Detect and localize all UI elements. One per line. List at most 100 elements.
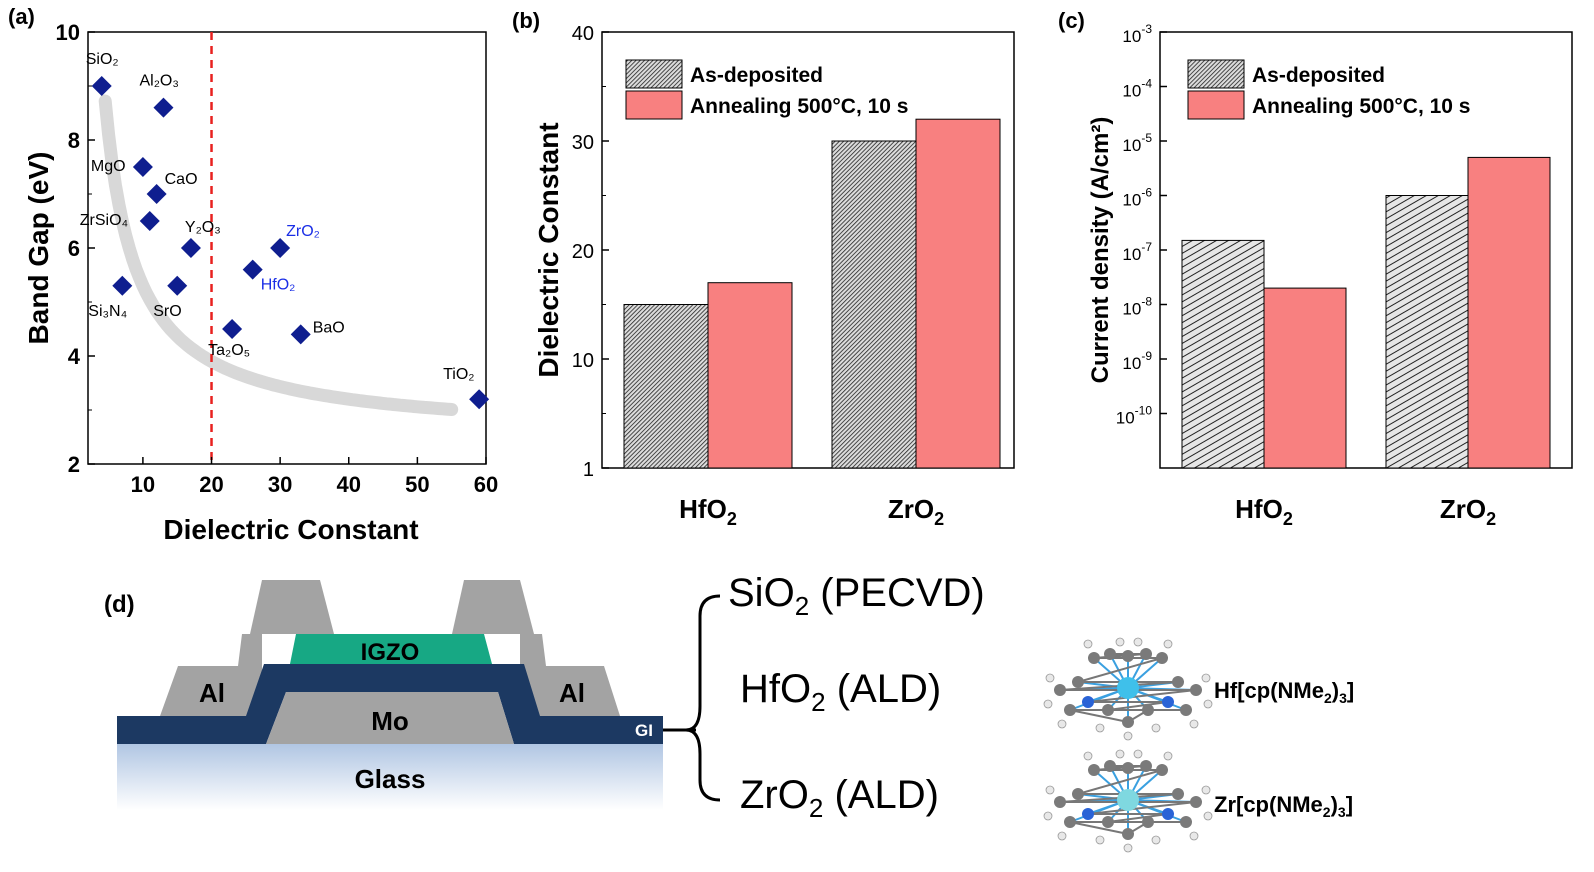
x-tick-label: 50 bbox=[405, 472, 429, 497]
data-point bbox=[242, 259, 263, 280]
data-point bbox=[270, 238, 291, 258]
y-axis-title: Current density (A/cm²) bbox=[1087, 117, 1114, 384]
glass-substrate bbox=[117, 742, 663, 810]
y-tick-label: 20 bbox=[572, 241, 594, 263]
atom-h bbox=[1095, 835, 1105, 845]
atom-c bbox=[1156, 652, 1168, 664]
atom-c bbox=[1064, 704, 1076, 716]
y-axis-title: Dielectric Constant bbox=[533, 122, 564, 377]
data-point-label: ZrO₂ bbox=[286, 223, 320, 240]
legend-swatch-as-deposited bbox=[625, 59, 683, 89]
y-tick-label: 10 bbox=[56, 20, 80, 45]
trend-band bbox=[98, 94, 459, 416]
glass-label: Glass bbox=[355, 764, 426, 794]
data-point-label: HfO₂ bbox=[261, 277, 296, 294]
y-tick-label: 4 bbox=[68, 344, 81, 369]
al-right-label: Al bbox=[559, 678, 585, 708]
atom-metal bbox=[1117, 677, 1139, 699]
panel-b-label: (b) bbox=[512, 8, 540, 33]
y-tick-label: 1 bbox=[583, 459, 594, 481]
data-point bbox=[180, 238, 201, 258]
y-tick-label: 8 bbox=[68, 128, 80, 153]
atom-c bbox=[1172, 676, 1184, 688]
atom-n bbox=[1162, 696, 1174, 708]
legend-swatch-as-deposited bbox=[1187, 59, 1245, 89]
al-left-label: Al bbox=[199, 678, 225, 708]
y-tick-label: 40 bbox=[572, 23, 594, 45]
data-point-label: Y₂O₃ bbox=[185, 219, 221, 236]
atom-h bbox=[1123, 731, 1133, 741]
legend-label-as-deposited: As-deposited bbox=[1252, 64, 1385, 87]
atom-h bbox=[1151, 723, 1161, 733]
zr-precursor-molecule bbox=[1043, 749, 1213, 853]
atom-c bbox=[1190, 684, 1202, 696]
atom-h bbox=[1123, 843, 1133, 853]
legend-swatch-annealed bbox=[1187, 90, 1245, 120]
panel-c-label: (c) bbox=[1058, 8, 1085, 33]
al-right-electrode bbox=[520, 634, 620, 716]
legend-swatch-annealed bbox=[625, 90, 683, 120]
bond bbox=[1077, 657, 1163, 683]
data-point-label: Al₂O₃ bbox=[139, 73, 178, 90]
bar-as-deposited bbox=[831, 140, 917, 469]
atom-c bbox=[1172, 788, 1184, 800]
atom-c bbox=[1104, 760, 1116, 772]
y-tick-label: 2 bbox=[68, 452, 80, 477]
gi-layer bbox=[117, 664, 663, 744]
legend-label-as-deposited: As-deposited bbox=[690, 64, 823, 87]
zr-precursor-label: Zr[cp(NMe2)3] bbox=[1214, 792, 1353, 820]
gi-label: GI bbox=[635, 721, 653, 740]
atom-c bbox=[1122, 828, 1134, 840]
data-point-label: CaO bbox=[165, 171, 198, 188]
data-point bbox=[91, 76, 112, 96]
y-tick-label: 10-5 bbox=[1122, 131, 1152, 155]
data-point bbox=[153, 97, 174, 118]
atom-c bbox=[1142, 816, 1154, 828]
atom-c bbox=[1102, 816, 1114, 828]
data-point bbox=[469, 389, 490, 410]
bond bbox=[1087, 801, 1197, 815]
atom-c bbox=[1156, 764, 1168, 776]
gi-option-zro2: ZrO2 (ALD) bbox=[740, 773, 939, 823]
data-point bbox=[167, 275, 188, 296]
x-category-label: HfO2 bbox=[679, 494, 737, 529]
atom-c bbox=[1122, 716, 1134, 728]
x-axis-title: Dielectric Constant bbox=[163, 514, 418, 545]
data-point-label: BaO bbox=[313, 319, 345, 336]
atom-n bbox=[1082, 696, 1094, 708]
panel-d: (d) Glass GI Mo IGZO Al Al SiO2 (PECVD) … bbox=[104, 571, 1354, 853]
y-tick-label: 10 bbox=[572, 350, 594, 372]
atom-h bbox=[1095, 723, 1105, 733]
gi-option-sio2: SiO2 (PECVD) bbox=[728, 571, 985, 621]
atom-c bbox=[1122, 650, 1134, 662]
y-tick-label: 10-9 bbox=[1122, 349, 1152, 373]
atom-h bbox=[1163, 639, 1173, 649]
panel-c: (c) HfO2 ZrO2 10-10 10-9 10-8 10-7 10-6 10-5 10-… bbox=[1058, 8, 1573, 529]
legend: As-deposited Annealing 500°C, 10 s bbox=[1187, 59, 1470, 120]
x-tick-label: 40 bbox=[337, 472, 361, 497]
al-right-contact bbox=[452, 580, 534, 634]
data-point bbox=[222, 319, 243, 339]
x-category-label: ZrO2 bbox=[1440, 494, 1496, 529]
data-point-label: Si₃N₄ bbox=[88, 303, 127, 320]
data-point-label: SiO₂ bbox=[86, 51, 119, 68]
y-tick-label: 10-3 bbox=[1122, 22, 1152, 46]
atom-c bbox=[1072, 676, 1084, 688]
brace bbox=[685, 594, 721, 802]
al-left-electrode bbox=[160, 634, 262, 716]
y-tick-label: 6 bbox=[68, 236, 80, 261]
x-tick-label: 60 bbox=[474, 472, 498, 497]
atom-c bbox=[1088, 652, 1100, 664]
x-category-label: ZrO2 bbox=[888, 494, 944, 529]
data-point bbox=[132, 157, 153, 177]
atom-h bbox=[1045, 785, 1055, 795]
atom-c bbox=[1104, 648, 1116, 660]
atom-h bbox=[1203, 811, 1213, 821]
y-tick-label: 30 bbox=[572, 132, 594, 154]
y-tick-label: 10-8 bbox=[1122, 295, 1152, 319]
y-tick-label: 10-6 bbox=[1122, 186, 1152, 210]
atom-h bbox=[1083, 639, 1093, 649]
atom-h bbox=[1057, 831, 1067, 841]
bar-annealed bbox=[1263, 287, 1347, 469]
